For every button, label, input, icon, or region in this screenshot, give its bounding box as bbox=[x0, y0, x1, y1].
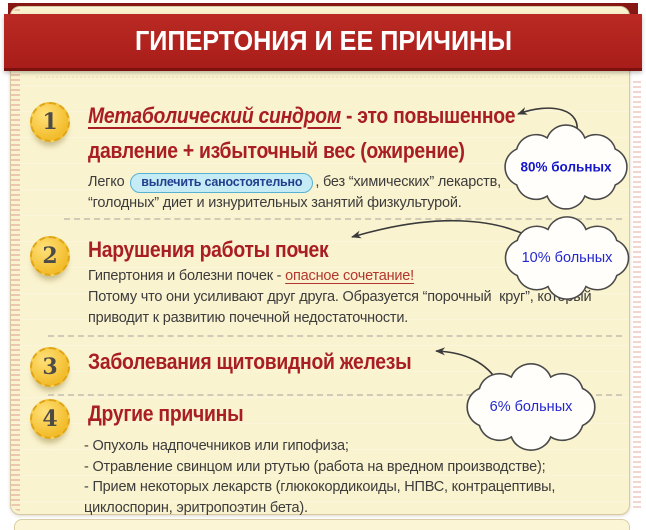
item-2-heading: Нарушения работы почек bbox=[88, 237, 329, 262]
item-2-body: Гипертония и болезни почек - опасное соч… bbox=[88, 266, 613, 329]
item-2-number-badge: 2 bbox=[30, 236, 70, 276]
banner-dotted-divider bbox=[36, 76, 610, 78]
self-cure-pill: вылечить саностоятельно bbox=[130, 173, 314, 193]
item-2-danger-phrase: опасное сочетание! bbox=[285, 268, 414, 284]
page-title: ГИПЕРТОНИЯ И ЕЕ ПРИЧИНЫ bbox=[134, 25, 512, 56]
separator-2 bbox=[48, 335, 622, 337]
bullet-poisoning: - Отравление свинцом или ртутью (работа … bbox=[84, 458, 546, 475]
cloud-6-label: 6% больных bbox=[489, 399, 573, 415]
item-2-number: 2 bbox=[42, 243, 58, 269]
item-1-body-prefix: Легко bbox=[88, 174, 125, 190]
item-1-body-suffix: , без “химических” лекарств, “голодных” … bbox=[88, 174, 501, 211]
item-4-heading: Другие причины bbox=[88, 401, 244, 426]
item-2-body-rest: Потому что они усиливают друг друга. Обр… bbox=[88, 289, 596, 326]
item-4-number: 4 bbox=[42, 406, 58, 432]
title-banner: ГИПЕРТОНИЯ И ЕЕ ПРИЧИНЫ bbox=[4, 14, 642, 71]
item-1-number-badge: 1 bbox=[30, 102, 70, 142]
item-3-number: 3 bbox=[42, 354, 58, 380]
cloud-80-label: 80% больных bbox=[520, 159, 612, 175]
bullet-adrenal: - Опухоль надпочечников или гипофиза; bbox=[84, 438, 349, 454]
item-3-number-badge: 3 bbox=[30, 347, 70, 387]
item-1-body: Легко вылечить саностоятельно, без “хими… bbox=[88, 172, 548, 214]
item-1-heading: Метаболический синдром - это повышенное … bbox=[88, 98, 574, 168]
item-4-bullets: - Опухоль надпочечников или гипофиза; - … bbox=[84, 436, 604, 518]
item-3-heading: Заболевания щитовидной железы bbox=[88, 349, 412, 374]
page-right-decor-edge bbox=[633, 80, 641, 508]
bullet-medicines: - Прием некоторых лекарств (глюкокордико… bbox=[84, 479, 556, 516]
separator-1 bbox=[64, 218, 622, 220]
separator-3 bbox=[48, 394, 622, 396]
item-1-heading-term: Метаболический синдром bbox=[88, 103, 341, 128]
next-page-peek bbox=[14, 519, 630, 530]
item-2-body-lead: Гипертония и болезни почек - bbox=[88, 268, 286, 284]
cloud-10-label: 10% больных bbox=[521, 250, 613, 266]
item-1-heading-tail: - это повышенное bbox=[340, 103, 516, 128]
item-1-heading-line2: давление + избыточный вес (ожирение) bbox=[88, 138, 465, 163]
item-4-number-badge: 4 bbox=[30, 399, 70, 439]
item-1-number: 1 bbox=[42, 109, 58, 135]
page-left-decor-edge bbox=[11, 8, 20, 511]
